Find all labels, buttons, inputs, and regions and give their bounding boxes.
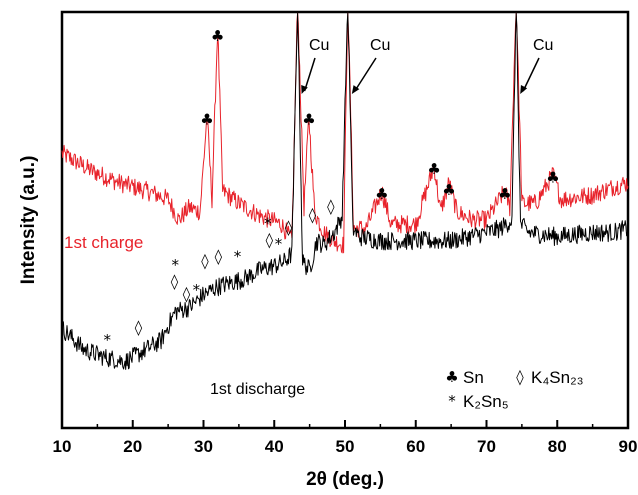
plot-frame (60, 10, 630, 430)
legend-item: ◊ K₄Sn₂₃ (516, 368, 583, 387)
x-tick-label: 20 (123, 437, 142, 456)
legend-label: Sn (463, 368, 484, 387)
k2sn5-peak-marker: * (234, 248, 242, 266)
sn-peak-marker: ♣ (375, 185, 388, 203)
legend-item: * K₂Sn₅ (448, 392, 508, 411)
series-label-charge: 1st charge (64, 233, 143, 252)
k2sn5-peak-marker: * (264, 214, 272, 232)
x-tick-label: 70 (477, 437, 496, 456)
cu-arrow (303, 57, 316, 92)
x-axis-label: 2θ (deg.) (306, 469, 384, 490)
legend-label: K₄Sn₂₃ (531, 368, 584, 387)
x-tick-label: 90 (619, 437, 638, 456)
k2sn5-peak-marker: * (193, 281, 201, 299)
cu-arrow (354, 57, 377, 92)
cu-arrow-head (520, 85, 528, 94)
label-layer: 1st charge 1st discharge Cu Cu Cu (64, 37, 553, 398)
legend-item: ♣ Sn (445, 368, 484, 387)
cu-arrow-head (351, 85, 360, 94)
axis-layer: 10 20 30 40 50 60 70 80 90 2θ (deg.) Intensity (a.… (18, 10, 638, 490)
k4sn23-peak-marker: ◊ (327, 198, 335, 216)
sn-peak-marker: ♣ (302, 110, 315, 128)
marker-layer: ♣♣♣♣♣♣ ♣♣◊◊◊◊ ◊◊◊◊ ◊****** (104, 27, 560, 349)
k4sn23-peak-marker: ◊ (183, 285, 191, 303)
k4sn23-peak-marker: ◊ (266, 231, 274, 249)
cu-label: Cu (370, 37, 390, 54)
k2sn5-peak-marker: * (275, 235, 283, 253)
sn-peak-marker: ♣ (200, 110, 213, 128)
legend-symbol: ◊ (516, 368, 524, 386)
x-tick-label: 30 (194, 437, 213, 456)
series-layer (61, 12, 629, 370)
k2sn5-peak-marker: * (104, 331, 112, 349)
k4sn23-peak-marker: ◊ (171, 273, 179, 291)
legend-label: K₂Sn₅ (463, 392, 509, 411)
sn-peak-marker: ♣ (442, 181, 455, 199)
cu-label: Cu (309, 37, 329, 54)
legend: ♣ Sn ◊ K₄Sn₂₃ * K₂Sn₅ (445, 368, 583, 411)
x-tick-label: 60 (406, 437, 425, 456)
cu-arrow (522, 57, 540, 92)
sn-peak-marker: ♣ (498, 185, 511, 203)
legend-symbol: ♣ (445, 368, 458, 386)
cu-label: Cu (533, 37, 553, 54)
sn-peak-marker: ♣ (546, 169, 559, 187)
k4sn23-peak-marker: ◊ (201, 252, 209, 270)
series-1st-charge-line (61, 12, 629, 254)
k4sn23-peak-marker: ◊ (285, 218, 293, 236)
sn-peak-marker: ♣ (211, 27, 224, 45)
sn-peak-marker: ♣ (427, 160, 440, 178)
y-axis-label: Intensity (a.u.) (18, 156, 39, 285)
x-tick-label: 50 (336, 437, 355, 456)
x-tick-label: 40 (265, 437, 284, 456)
cu-arrow-head (301, 85, 308, 94)
k4sn23-peak-marker: ◊ (135, 318, 143, 336)
series-1st-discharge-line (61, 12, 629, 370)
k2sn5-peak-marker: * (171, 256, 179, 274)
legend-symbol: * (448, 392, 456, 410)
k4sn23-peak-marker: ◊ (309, 206, 317, 224)
x-tick-label: 10 (53, 437, 72, 456)
series-label-discharge: 1st discharge (210, 381, 305, 398)
k4sn23-peak-marker: ◊ (215, 248, 223, 266)
x-tick-label: 80 (548, 437, 567, 456)
